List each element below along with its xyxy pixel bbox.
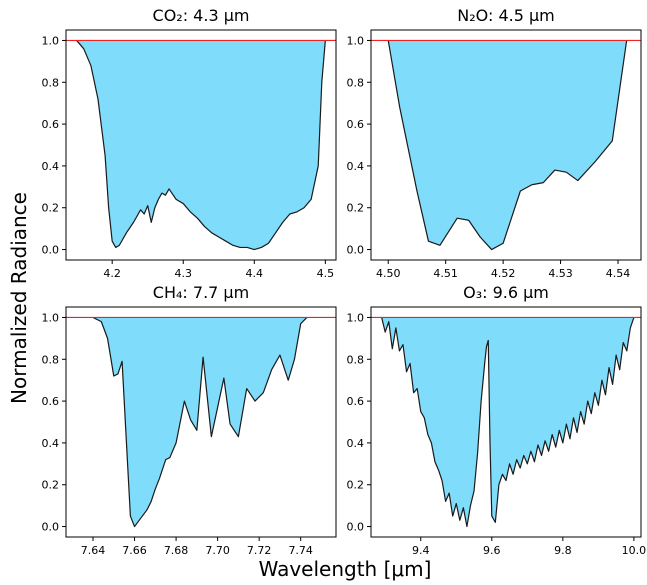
- y-tick-label-o3: 0.8: [347, 353, 365, 366]
- y-tick-label-co2: 1.0: [42, 34, 60, 47]
- y-tick-label-co2: 0.2: [42, 202, 60, 215]
- x-tick-label-ch4: 7.72: [247, 544, 272, 557]
- y-tick-label-n2o: 0.6: [347, 118, 365, 131]
- x-tick-label-n2o: 4.53: [548, 267, 573, 280]
- absorption-fill-n2o: [388, 40, 627, 250]
- x-tick-label-o3: 9.4: [412, 544, 430, 557]
- y-tick-label-ch4: 0.8: [42, 353, 60, 366]
- panel-co2: 4.2 4.3 4.4 4.5 0.0 0.2 0.4 0.6 0.8 1.0 CO₂: 4.3 μ…: [42, 6, 337, 280]
- y-tick-label-n2o: 0.8: [347, 76, 365, 89]
- x-tick-label-o3: 9.6: [483, 544, 501, 557]
- panel-n2o: 4.50 4.51 4.52 4.53 4.54 0.0 0.2 0.4 0.6 0.8 1.0 N₂…: [347, 6, 642, 280]
- y-axis-label: Normalized Radiance: [7, 192, 31, 404]
- spectrum-line-n2o: [387, 40, 628, 251]
- y-tick-label-n2o: 0.0: [347, 244, 365, 257]
- y-tick-label-n2o: 0.4: [347, 160, 365, 173]
- absorption-fill-o3: [381, 317, 634, 527]
- x-tick-label-o3: 9.8: [554, 544, 572, 557]
- panel-grid: 4.2 4.3 4.4 4.5 0.0 0.2 0.4 0.6 0.8 1.0 CO₂: 4.3 μ…: [42, 6, 647, 557]
- x-tick-label-ch4: 7.74: [288, 544, 313, 557]
- y-tick-label-ch4: 1.0: [42, 311, 60, 324]
- x-tick-label-co2: 4.5: [317, 267, 335, 280]
- panel-o3: 9.4 9.6 9.8 10.0 0.0 0.2 0.4 0.6 0.8 1.0 O₃: 9.6 μ…: [347, 283, 647, 557]
- x-axis-label: Wavelength [μm]: [259, 557, 432, 581]
- panel-title-n2o: N₂O: 4.5 μm: [457, 6, 554, 25]
- y-tick-label-o3: 0.4: [347, 437, 365, 450]
- panel-title-o3: O₃: 9.6 μm: [463, 283, 549, 302]
- axes-frame-co2: [65, 29, 337, 261]
- x-tick-label-ch4: 7.64: [81, 544, 106, 557]
- panel-title-co2: CO₂: 4.3 μm: [153, 6, 250, 25]
- x-tick-label-n2o: 4.50: [376, 267, 401, 280]
- y-tick-label-ch4: 0.4: [42, 437, 60, 450]
- y-tick-label-o3: 0.0: [347, 521, 365, 534]
- absorption-fill-co2: [76, 40, 326, 250]
- y-tick-label-o3: 0.2: [347, 479, 365, 492]
- x-tick-label-n2o: 4.54: [606, 267, 631, 280]
- axes-frame-n2o: [370, 29, 642, 261]
- y-tick-label-n2o: 0.2: [347, 202, 365, 215]
- y-tick-label-co2: 0.4: [42, 160, 60, 173]
- spectrum-line-o3: [381, 317, 635, 528]
- x-tick-label-co2: 4.4: [246, 267, 264, 280]
- y-tick-label-co2: 0.0: [42, 244, 60, 257]
- x-tick-label-n2o: 4.52: [491, 267, 516, 280]
- x-tick-label-n2o: 4.51: [433, 267, 458, 280]
- panel-ch4: 7.64 7.66 7.68 7.70 7.72 7.74 0.0 0.2 0.4 0.6 0.8 1…: [42, 283, 337, 557]
- spectrum-line-co2: [76, 40, 326, 251]
- x-tick-label-ch4: 7.66: [122, 544, 147, 557]
- x-tick-label-ch4: 7.70: [205, 544, 230, 557]
- y-tick-label-o3: 0.6: [347, 395, 365, 408]
- y-tick-label-n2o: 1.0: [347, 34, 365, 47]
- y-tick-label-co2: 0.8: [42, 76, 60, 89]
- y-tick-label-ch4: 0.2: [42, 479, 60, 492]
- axes-frame-o3: [370, 306, 642, 538]
- panel-title-ch4: CH₄: 7.7 μm: [153, 283, 249, 302]
- y-tick-label-o3: 1.0: [347, 311, 365, 324]
- axes-frame-ch4: [65, 306, 337, 538]
- absorption-fill-ch4: [93, 317, 307, 527]
- y-tick-label-ch4: 0.0: [42, 521, 60, 534]
- x-tick-label-co2: 4.2: [103, 267, 121, 280]
- y-tick-label-co2: 0.6: [42, 118, 60, 131]
- y-tick-label-ch4: 0.6: [42, 395, 60, 408]
- x-tick-label-ch4: 7.68: [164, 544, 189, 557]
- x-tick-label-o3: 10.0: [622, 544, 647, 557]
- spectrum-line-ch4: [92, 316, 308, 528]
- x-tick-label-co2: 4.3: [174, 267, 192, 280]
